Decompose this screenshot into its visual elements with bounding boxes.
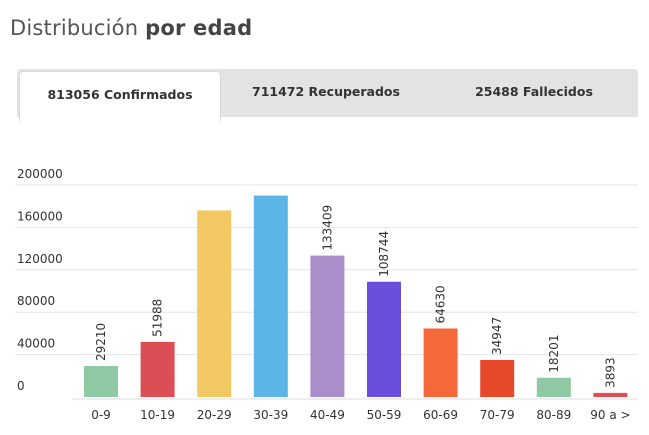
bar-20-29: [197, 210, 232, 397]
x-tick-label: 30-39: [253, 408, 288, 422]
title-regular: Distribución: [10, 16, 139, 40]
bar-50-59: [367, 281, 401, 397]
x-tick-label: 0-9: [91, 408, 111, 422]
data-label: 133409: [320, 205, 334, 251]
data-label: 108744: [377, 231, 391, 277]
y-tick-label: 40000: [17, 337, 55, 351]
y-tick-label: 200000: [17, 167, 63, 181]
y-tick-label: 160000: [17, 209, 63, 223]
tab-fallecidos[interactable]: 25488 Fallecidos: [475, 84, 593, 99]
x-tick-label: 90 a >: [590, 408, 630, 422]
y-tick-label: 120000: [17, 252, 63, 266]
x-tick-label: 80-89: [536, 408, 571, 422]
x-tick-label: 50-59: [367, 408, 402, 422]
bar-80-89: [536, 377, 571, 397]
chart-title: Distribución por edad: [10, 16, 252, 40]
age-distribution-chart: 0 40000 80000 120000 160000 200000 0-9 29210 10-…: [15, 167, 638, 422]
bar-0-9: [84, 366, 118, 397]
x-tick-label: 20-29: [197, 408, 232, 422]
bar-10-19: [140, 341, 175, 397]
tab-bar: 813056 Confirmados 711472 Recuperados 25…: [17, 69, 638, 121]
title-bold: por edad: [145, 16, 253, 40]
x-tick-label: 40-49: [310, 408, 345, 422]
x-tick-label: 70-79: [480, 408, 515, 422]
tab-confirmados[interactable]: 813056 Confirmados: [19, 71, 221, 121]
data-label: 51988: [151, 299, 165, 337]
y-tick-label: 80000: [17, 294, 55, 308]
x-tick-label: 60-69: [423, 408, 458, 422]
bar-30-39: [253, 195, 288, 397]
x-tick-label: 10-19: [140, 408, 175, 422]
bar-70-79: [480, 359, 515, 397]
bar-40-49: [310, 255, 345, 397]
bar-60-69: [423, 328, 458, 397]
tab-recuperados[interactable]: 711472 Recuperados: [252, 84, 400, 99]
bar-90 a >: [593, 392, 628, 397]
data-label: 18201: [547, 335, 561, 373]
data-label: 64630: [434, 285, 448, 323]
data-label: 34947: [490, 317, 504, 355]
data-label: 3893: [603, 357, 617, 388]
data-label: 29210: [94, 323, 108, 361]
y-tick-label: 0: [17, 379, 25, 393]
